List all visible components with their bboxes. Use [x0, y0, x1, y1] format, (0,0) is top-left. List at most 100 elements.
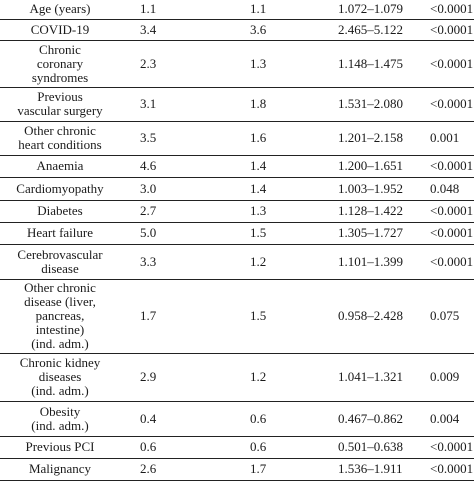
table-row: Cerebrovascular disease 3.3 1.2 1.101–1.399 <…: [0, 244, 474, 280]
p-value-cell: <0.0001: [430, 19, 474, 41]
row-label-line: (ind. adm.): [31, 383, 89, 398]
row-label-line: Age (years): [29, 0, 91, 16]
ci-cell: 1.536–1.911: [338, 458, 430, 481]
row-label-line: intestine): [35, 322, 85, 337]
ci-cell: 1.101–1.399: [338, 244, 430, 280]
ci-cell: 2.465–5.122: [338, 19, 430, 41]
ci-cell: 1.072–1.079: [338, 0, 430, 20]
p-value-cell: <0.0001: [430, 200, 474, 223]
ci-cell: 0.467–0.862: [338, 401, 430, 437]
row-label-cell: Chronic kidney diseases (ind. adm.): [0, 353, 126, 402]
row-label-cell: Diabetes: [0, 200, 126, 223]
table-row: Other chronic disease (liver, pancreas, int…: [0, 279, 474, 354]
ci-cell: 0.958–2.428: [338, 279, 430, 354]
p-value-cell: 0.048: [430, 177, 474, 201]
table-row: Previous vascular surgery 3.1 1.8 1.531–2.08…: [0, 87, 474, 122]
table-row: Chronic coronary syndromes 2.3 1.3 1.148–1.47…: [0, 40, 474, 88]
ci-cell: 0.501–0.638: [338, 436, 430, 459]
row-label-line: Anaemia: [36, 158, 84, 173]
value-2-cell: 1.3: [250, 40, 338, 88]
ci-cell: 1.128–1.422: [338, 200, 430, 223]
value-2-cell: 3.6: [250, 19, 338, 41]
value-1-cell: 3.5: [126, 121, 250, 156]
value-1-cell: 4.6: [126, 155, 250, 178]
ci-cell: 1.041–1.321: [338, 353, 430, 402]
table-row: COVID-19 3.4 3.6 2.465–5.122 <0.0001: [0, 19, 474, 41]
row-label: Anaemia: [0, 159, 123, 173]
p-value-cell: <0.0001: [430, 458, 474, 481]
row-label-line: syndromes: [31, 69, 89, 85]
value-1-cell: 2.3: [126, 40, 250, 88]
value-1-cell: 0.6: [126, 436, 250, 459]
row-label-line: pancreas,: [35, 308, 85, 323]
row-label-line: Cardiomyopathy: [16, 180, 104, 196]
row-label-cell: Heart failure: [0, 222, 126, 245]
table-row: Heart failure 5.0 1.5 1.305–1.727 <0.0001: [0, 222, 474, 245]
value-1-cell: 3.3: [126, 244, 250, 280]
p-value-cell: <0.0001: [430, 222, 474, 245]
ci-cell: 1.003–1.952: [338, 177, 430, 201]
row-label: Heart failure: [0, 226, 123, 240]
row-label-line: Cerebrovascular: [17, 246, 103, 262]
ci-cell: 1.201–2.158: [338, 121, 430, 156]
row-label-line: Chronic kidney: [19, 355, 101, 370]
value-2-cell: 1.1: [250, 0, 338, 20]
value-1-cell: 0.4: [126, 401, 250, 437]
p-value-cell: <0.0001: [430, 436, 474, 459]
row-label-cell: COVID-19: [0, 19, 126, 41]
row-label-cell: Age (years): [0, 0, 126, 20]
row-label: Diabetes: [0, 204, 123, 218]
table-row: Chronic kidney diseases (ind. adm.) 2.9 1.2 1…: [0, 353, 474, 402]
row-label: Obesity (ind. adm.): [0, 403, 123, 433]
table-row: Obesity (ind. adm.) 0.4 0.6 0.467–0.862 0.004: [0, 401, 474, 437]
value-1-cell: 1.7: [126, 279, 250, 354]
p-value-cell: <0.0001: [430, 87, 474, 122]
value-2-cell: 1.7: [250, 458, 338, 481]
row-label: Malignancy: [0, 462, 123, 476]
row-label-cell: Obesity (ind. adm.): [0, 401, 126, 437]
row-label-cell: Other chronic disease (liver, pancreas, int…: [0, 279, 126, 354]
row-label-line: heart conditions: [18, 137, 102, 152]
value-2-cell: 1.5: [250, 222, 338, 245]
value-1-cell: 2.9: [126, 353, 250, 402]
row-label: Age (years): [0, 0, 123, 16]
row-label-line: Diabetes: [37, 203, 83, 218]
row-label: Chronic kidney diseases (ind. adm.): [0, 356, 123, 398]
row-label: Other chronic heart conditions: [0, 124, 123, 152]
row-label-line: Other chronic: [24, 123, 96, 138]
value-2-cell: 1.5: [250, 279, 338, 354]
p-value-cell: 0.009: [430, 353, 474, 402]
table-row: Anaemia 4.6 1.4 1.200–1.651 <0.0001: [0, 155, 474, 178]
ci-cell: 1.305–1.727: [338, 222, 430, 245]
value-2-cell: 1.3: [250, 200, 338, 223]
row-label-line: Malignancy: [28, 461, 92, 476]
row-label-cell: Anaemia: [0, 155, 126, 178]
value-2-cell: 1.2: [250, 244, 338, 280]
p-value-cell: <0.0001: [430, 244, 474, 280]
value-1-cell: 3.4: [126, 19, 250, 41]
row-label: Previous PCI: [0, 440, 123, 454]
value-1-cell: 2.6: [126, 458, 250, 481]
value-2-cell: 1.4: [250, 177, 338, 201]
value-2-cell: 0.6: [250, 401, 338, 437]
row-label-line: Previous: [37, 89, 83, 104]
row-label-cell: Malignancy: [0, 458, 126, 481]
value-2-cell: 1.6: [250, 121, 338, 156]
value-2-cell: 1.2: [250, 353, 338, 402]
p-value-cell: <0.0001: [430, 40, 474, 88]
row-label-cell: Cardiomyopathy: [0, 177, 126, 201]
value-2-cell: 1.4: [250, 155, 338, 178]
row-label-line: Other chronic: [24, 280, 96, 295]
row-label-line: coronary: [36, 55, 84, 71]
table-row: Diabetes 2.7 1.3 1.128–1.422 <0.0001: [0, 200, 474, 223]
row-label: Other chronic disease (liver, pancreas, int…: [0, 281, 123, 351]
value-1-cell: 3.1: [126, 87, 250, 122]
value-2-cell: 0.6: [250, 436, 338, 459]
row-label-line: Chronic: [39, 41, 81, 57]
ci-cell: 1.200–1.651: [338, 155, 430, 178]
value-1-cell: 2.7: [126, 200, 250, 223]
row-label-line: Obesity: [39, 403, 81, 419]
ci-cell: 1.531–2.080: [338, 87, 430, 122]
